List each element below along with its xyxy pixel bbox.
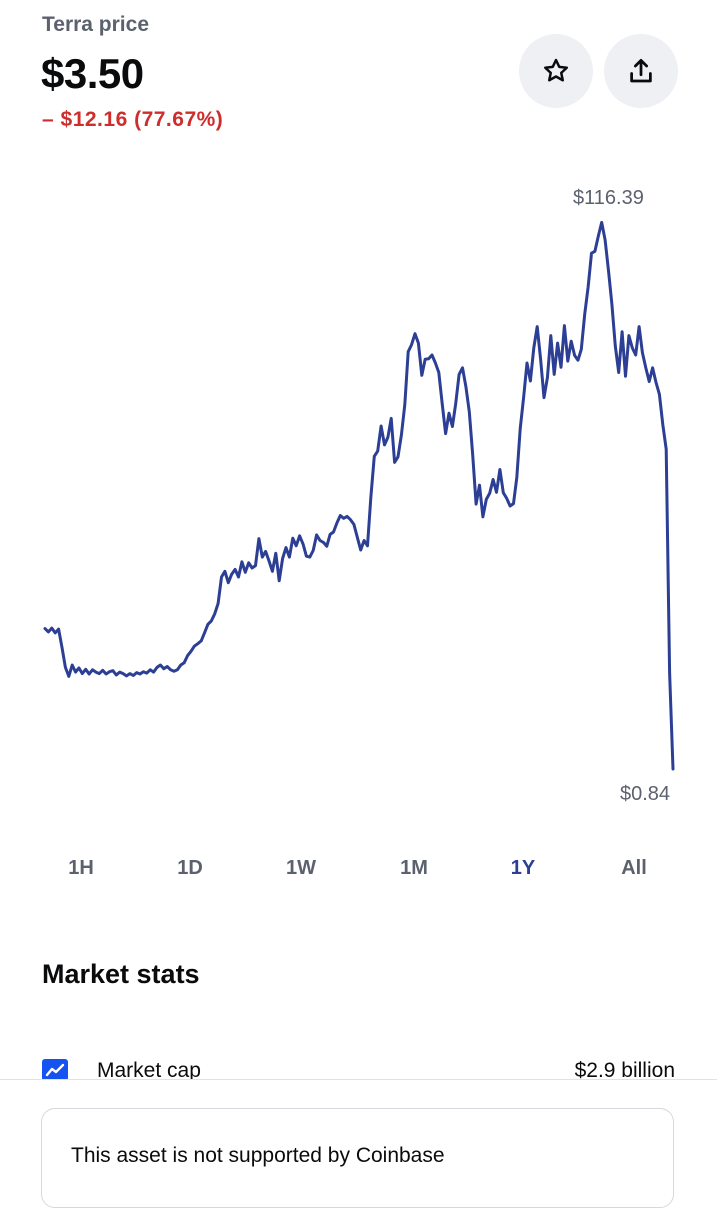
- range-1m[interactable]: 1M: [400, 857, 428, 879]
- price-series-line: [43, 220, 675, 771]
- star-icon: [544, 58, 568, 82]
- range-1h[interactable]: 1H: [68, 857, 94, 879]
- share-icon: [630, 59, 652, 83]
- market-cap-value: $2.9 billion: [574, 1059, 675, 1082]
- share-button[interactable]: [604, 34, 678, 108]
- asset-title: Terra price: [42, 13, 149, 36]
- asset-price: $3.50: [41, 50, 144, 97]
- range-1w[interactable]: 1W: [286, 857, 316, 879]
- price-change: – $12.16 (77.67%): [42, 108, 224, 131]
- market-cap-label: Market cap: [97, 1059, 201, 1082]
- chart-icon: [42, 1059, 68, 1081]
- bottom-panel: This asset is not supported by Coinbase: [0, 1079, 717, 1208]
- time-range-selector: 1H 1D 1W 1M 1Y All: [0, 857, 717, 887]
- market-stats-title: Market stats: [42, 959, 200, 989]
- range-all[interactable]: All: [621, 857, 647, 879]
- range-1d[interactable]: 1D: [177, 857, 203, 879]
- notice-text: This asset is not supported by Coinbase: [71, 1144, 445, 1167]
- unsupported-asset-notice: This asset is not supported by Coinbase: [41, 1108, 674, 1208]
- price-chart[interactable]: $116.39 $0.84: [0, 175, 717, 815]
- watchlist-button[interactable]: [519, 34, 593, 108]
- price-chart-canvas: [43, 220, 675, 771]
- chart-high-label: $116.39: [573, 187, 644, 209]
- market-cap-row: Market cap $2.9 billion: [0, 1055, 717, 1085]
- range-1y[interactable]: 1Y: [510, 857, 536, 879]
- chart-low-label: $0.84: [620, 783, 671, 805]
